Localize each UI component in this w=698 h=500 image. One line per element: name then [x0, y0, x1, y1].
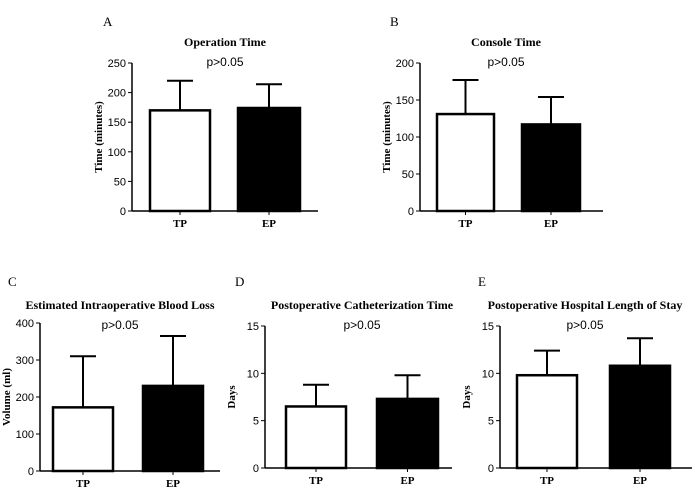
y-tick-label: 0 — [488, 463, 494, 475]
bar-tp — [51, 406, 115, 473]
y-tick-label: 0 — [408, 206, 414, 218]
x-tick-label: EP — [166, 478, 180, 490]
x-tick-label: EP — [400, 475, 414, 487]
chart-title: Postoperative Catheterization Time — [271, 298, 454, 312]
y-tick-label: 5 — [488, 416, 494, 428]
y-tick-label: 100 — [108, 147, 126, 159]
y-tick-label: 150 — [108, 117, 126, 129]
x-tick-label: TP — [309, 475, 323, 487]
panel-label: D — [235, 274, 244, 289]
panel-label: C — [8, 274, 17, 289]
p-value-annotation: p>0.05 — [206, 55, 243, 69]
panel-label: E — [478, 274, 486, 289]
y-tick-label: 400 — [16, 318, 34, 330]
bar-ep — [608, 364, 672, 470]
bar-ep — [520, 123, 582, 213]
p-value-annotation: p>0.05 — [487, 55, 524, 69]
y-axis-label: Volume (ml) — [1, 368, 13, 426]
y-tick-label: 150 — [396, 95, 414, 107]
y-tick-label: 100 — [396, 132, 414, 144]
y-tick-label: 200 — [108, 88, 126, 100]
y-tick-label: 50 — [114, 176, 126, 188]
panel-label: A — [103, 14, 113, 29]
y-axis-label: Days — [461, 385, 473, 409]
chart-title: Console Time — [471, 35, 542, 49]
x-tick-label: EP — [544, 218, 558, 230]
bar-tp — [284, 405, 348, 470]
x-tick-label: TP — [540, 475, 554, 487]
x-tick-label: TP — [458, 218, 472, 230]
y-tick-label: 200 — [16, 392, 34, 404]
x-tick-label: EP — [633, 475, 647, 487]
bar-ep — [375, 397, 440, 470]
x-tick-label: TP — [76, 478, 90, 490]
y-axis-label: Days — [226, 385, 238, 409]
bar-tp — [515, 373, 579, 470]
y-tick-label: 15 — [482, 321, 494, 333]
chart-title: Postoperative Hospital Length of Stay — [488, 298, 683, 312]
y-axis-label: Time (minutes) — [93, 101, 105, 173]
bar-tp — [148, 109, 212, 213]
y-tick-label: 0 — [120, 206, 126, 218]
y-tick-label: 100 — [16, 429, 34, 441]
y-tick-label: 15 — [247, 321, 259, 333]
y-tick-label: 0 — [28, 466, 34, 478]
y-tick-label: 0 — [253, 463, 259, 475]
p-value-annotation: p>0.05 — [566, 318, 603, 332]
y-axis-label: Time (minutes) — [381, 101, 393, 173]
x-tick-label: TP — [173, 218, 187, 230]
p-value-annotation: p>0.05 — [101, 318, 138, 332]
y-tick-label: 10 — [482, 368, 494, 380]
bar-tp — [435, 112, 496, 213]
y-tick-label: 200 — [396, 58, 414, 70]
y-tick-label: 10 — [247, 368, 259, 380]
y-tick-label: 250 — [108, 58, 126, 70]
y-tick-label: 5 — [253, 416, 259, 428]
p-value-annotation: p>0.05 — [343, 318, 380, 332]
chart-title: Estimated Intraoperative Blood Loss — [26, 298, 215, 312]
y-tick-label: 300 — [16, 355, 34, 367]
bar-ep — [236, 106, 302, 213]
bar-ep — [141, 384, 205, 473]
panel-label: B — [390, 14, 399, 29]
chart-title: Operation Time — [184, 35, 267, 49]
x-tick-label: EP — [262, 218, 276, 230]
y-tick-label: 50 — [402, 169, 414, 181]
